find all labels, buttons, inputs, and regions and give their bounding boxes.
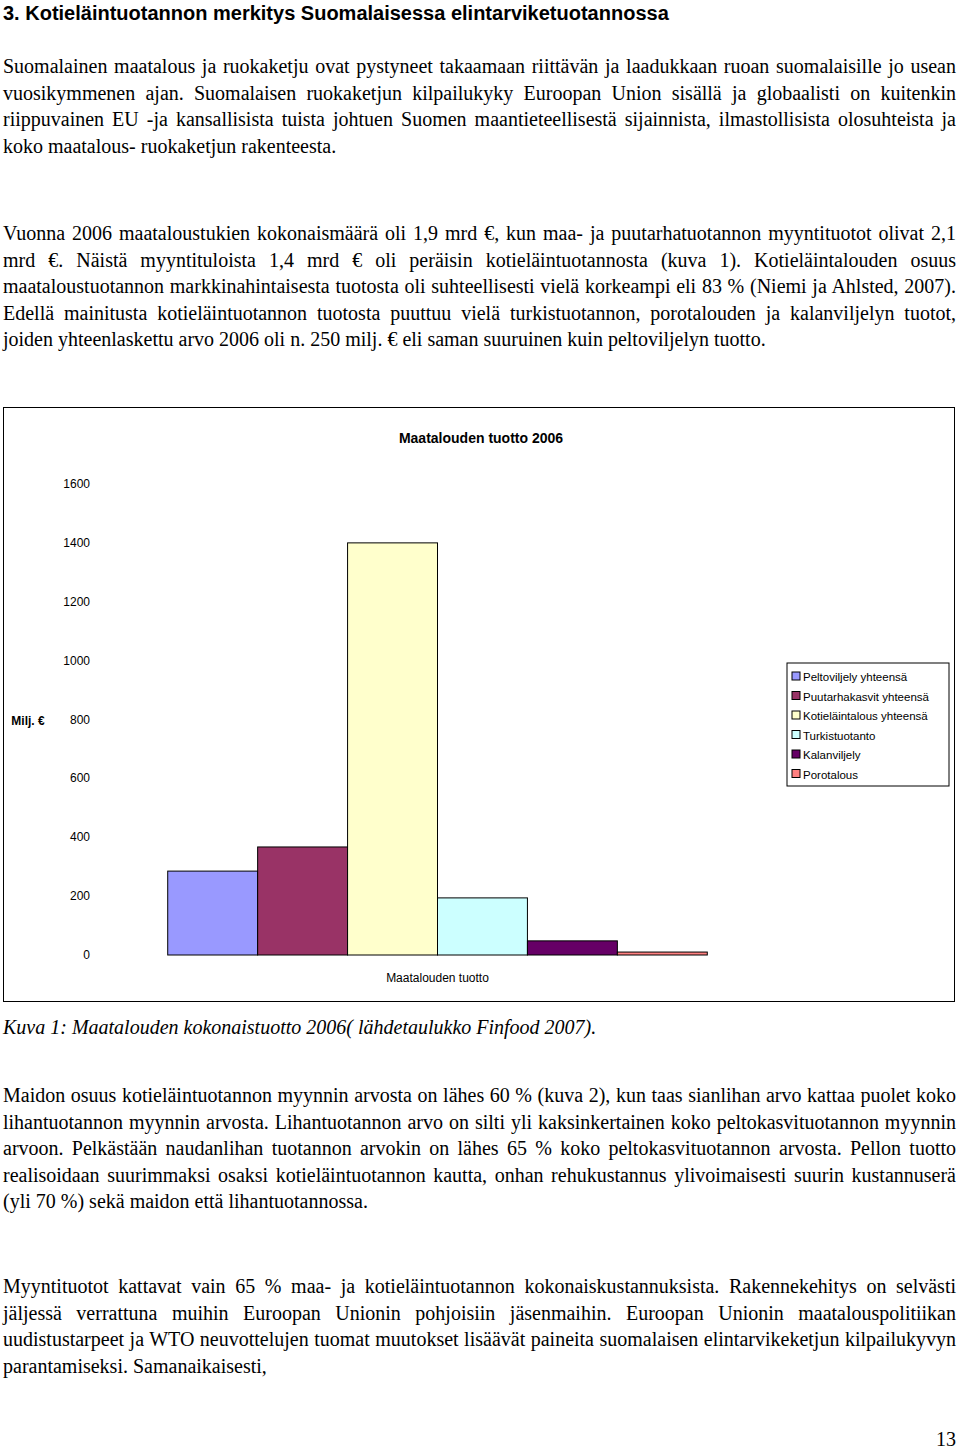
bar: [527, 941, 617, 955]
legend-label: Kotieläintalous yhteensä: [803, 710, 928, 722]
bar: [617, 952, 707, 955]
chart-title: Maatalouden tuotto 2006: [399, 430, 563, 446]
chart: Maatalouden tuotto 2006 Milj. € 0 200 400 600…: [3, 407, 955, 1002]
y-tick-label: 600: [70, 771, 90, 785]
legend-swatch: [792, 711, 800, 719]
legend-swatch: [792, 692, 800, 700]
paragraph: Myyntituotot kattavat vain 65 % maa- ja …: [3, 1273, 956, 1379]
bars: [168, 543, 708, 955]
legend-swatch: [792, 731, 800, 739]
y-tick-label: 400: [70, 830, 90, 844]
chart-svg: Maatalouden tuotto 2006 Milj. € 0 200 400 600…: [4, 408, 954, 1001]
paragraph: Suomalainen maatalous ja ruokaketju ovat…: [3, 53, 956, 159]
legend-swatch: [792, 672, 800, 680]
legend-swatch: [792, 770, 800, 778]
paragraph: Vuonna 2006 maataloustukien kokonaismäär…: [3, 220, 956, 353]
caption: Kuva 1: Maatalouden kokonaistuotto 2006(…: [3, 1014, 956, 1041]
legend-label: Turkistuotanto: [803, 730, 875, 742]
y-tick-label: 200: [70, 889, 90, 903]
x-tick-label: Maatalouden tuotto: [386, 971, 489, 985]
bar: [168, 871, 258, 955]
legend-label: Kalanviljely: [803, 749, 861, 761]
y-tick-label: 1000: [63, 654, 90, 668]
heading: 3. Kotieläintuotannon merkitys Suomalais…: [3, 0, 669, 26]
paragraph: Maidon osuus kotieläintuotannon myynnin …: [3, 1082, 956, 1215]
page-number: 13: [936, 1428, 956, 1451]
legend-label: Porotalous: [803, 769, 858, 781]
bar: [438, 898, 528, 955]
legend-label: Peltoviljely yhteensä: [803, 671, 908, 683]
legend-box: [787, 663, 949, 786]
bar: [348, 543, 438, 955]
legend-swatch: [792, 750, 800, 758]
y-tick-label: 800: [70, 713, 90, 727]
legend-label: Puutarhakasvit yhteensä: [803, 691, 930, 703]
y-tick-label: 1400: [63, 536, 90, 550]
y-tick-label: 1200: [63, 595, 90, 609]
y-axis-label: Milj. €: [11, 714, 45, 728]
y-tick-label: 0: [83, 948, 90, 962]
bar: [258, 847, 348, 955]
y-tick-label: 1600: [63, 477, 90, 491]
